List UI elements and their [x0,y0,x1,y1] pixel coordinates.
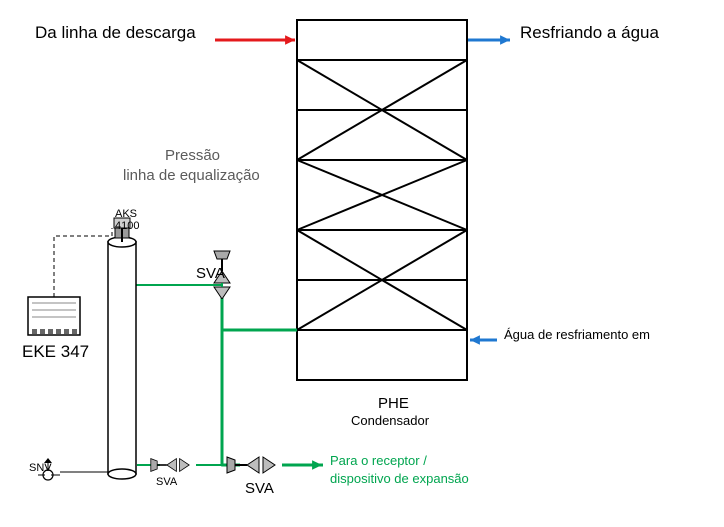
label-cooling_in: Água de resfriamento em [504,327,650,343]
label-discharge: Da linha de descarga [35,23,196,43]
label-snv: SNV [29,462,52,475]
label-aks2: 4100 [115,220,139,233]
label-out2: dispositivo de expansão [330,471,469,487]
label-sva_bl: SVA [156,476,177,489]
label-condenser: Condensador [351,413,429,429]
label-out1: Para o receptor / [330,453,427,469]
label-sva_br: SVA [245,480,274,498]
sva-valve-left [151,459,189,472]
label-eke: EKE 347 [22,342,89,362]
refrigeration-diagram [0,0,724,527]
label-sva_top: SVA [196,265,225,283]
sva-valve-right [227,457,275,473]
label-pressure2: linha de equalização [123,167,260,185]
label-cooling_out: Resfriando a água [520,23,659,43]
receiver-cylinder [108,242,136,474]
label-phe: PHE [378,395,409,413]
label-pressure1: Pressão [165,147,220,165]
